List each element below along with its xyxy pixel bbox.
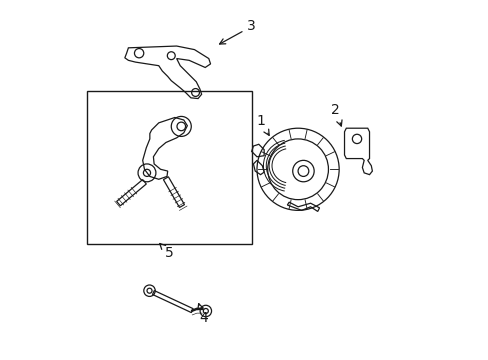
Text: 3: 3 — [219, 19, 256, 44]
Text: 2: 2 — [330, 103, 341, 126]
Bar — [87, 91, 251, 244]
Text: 5: 5 — [160, 243, 174, 260]
Text: 4: 4 — [198, 303, 207, 324]
Text: 1: 1 — [256, 114, 268, 135]
